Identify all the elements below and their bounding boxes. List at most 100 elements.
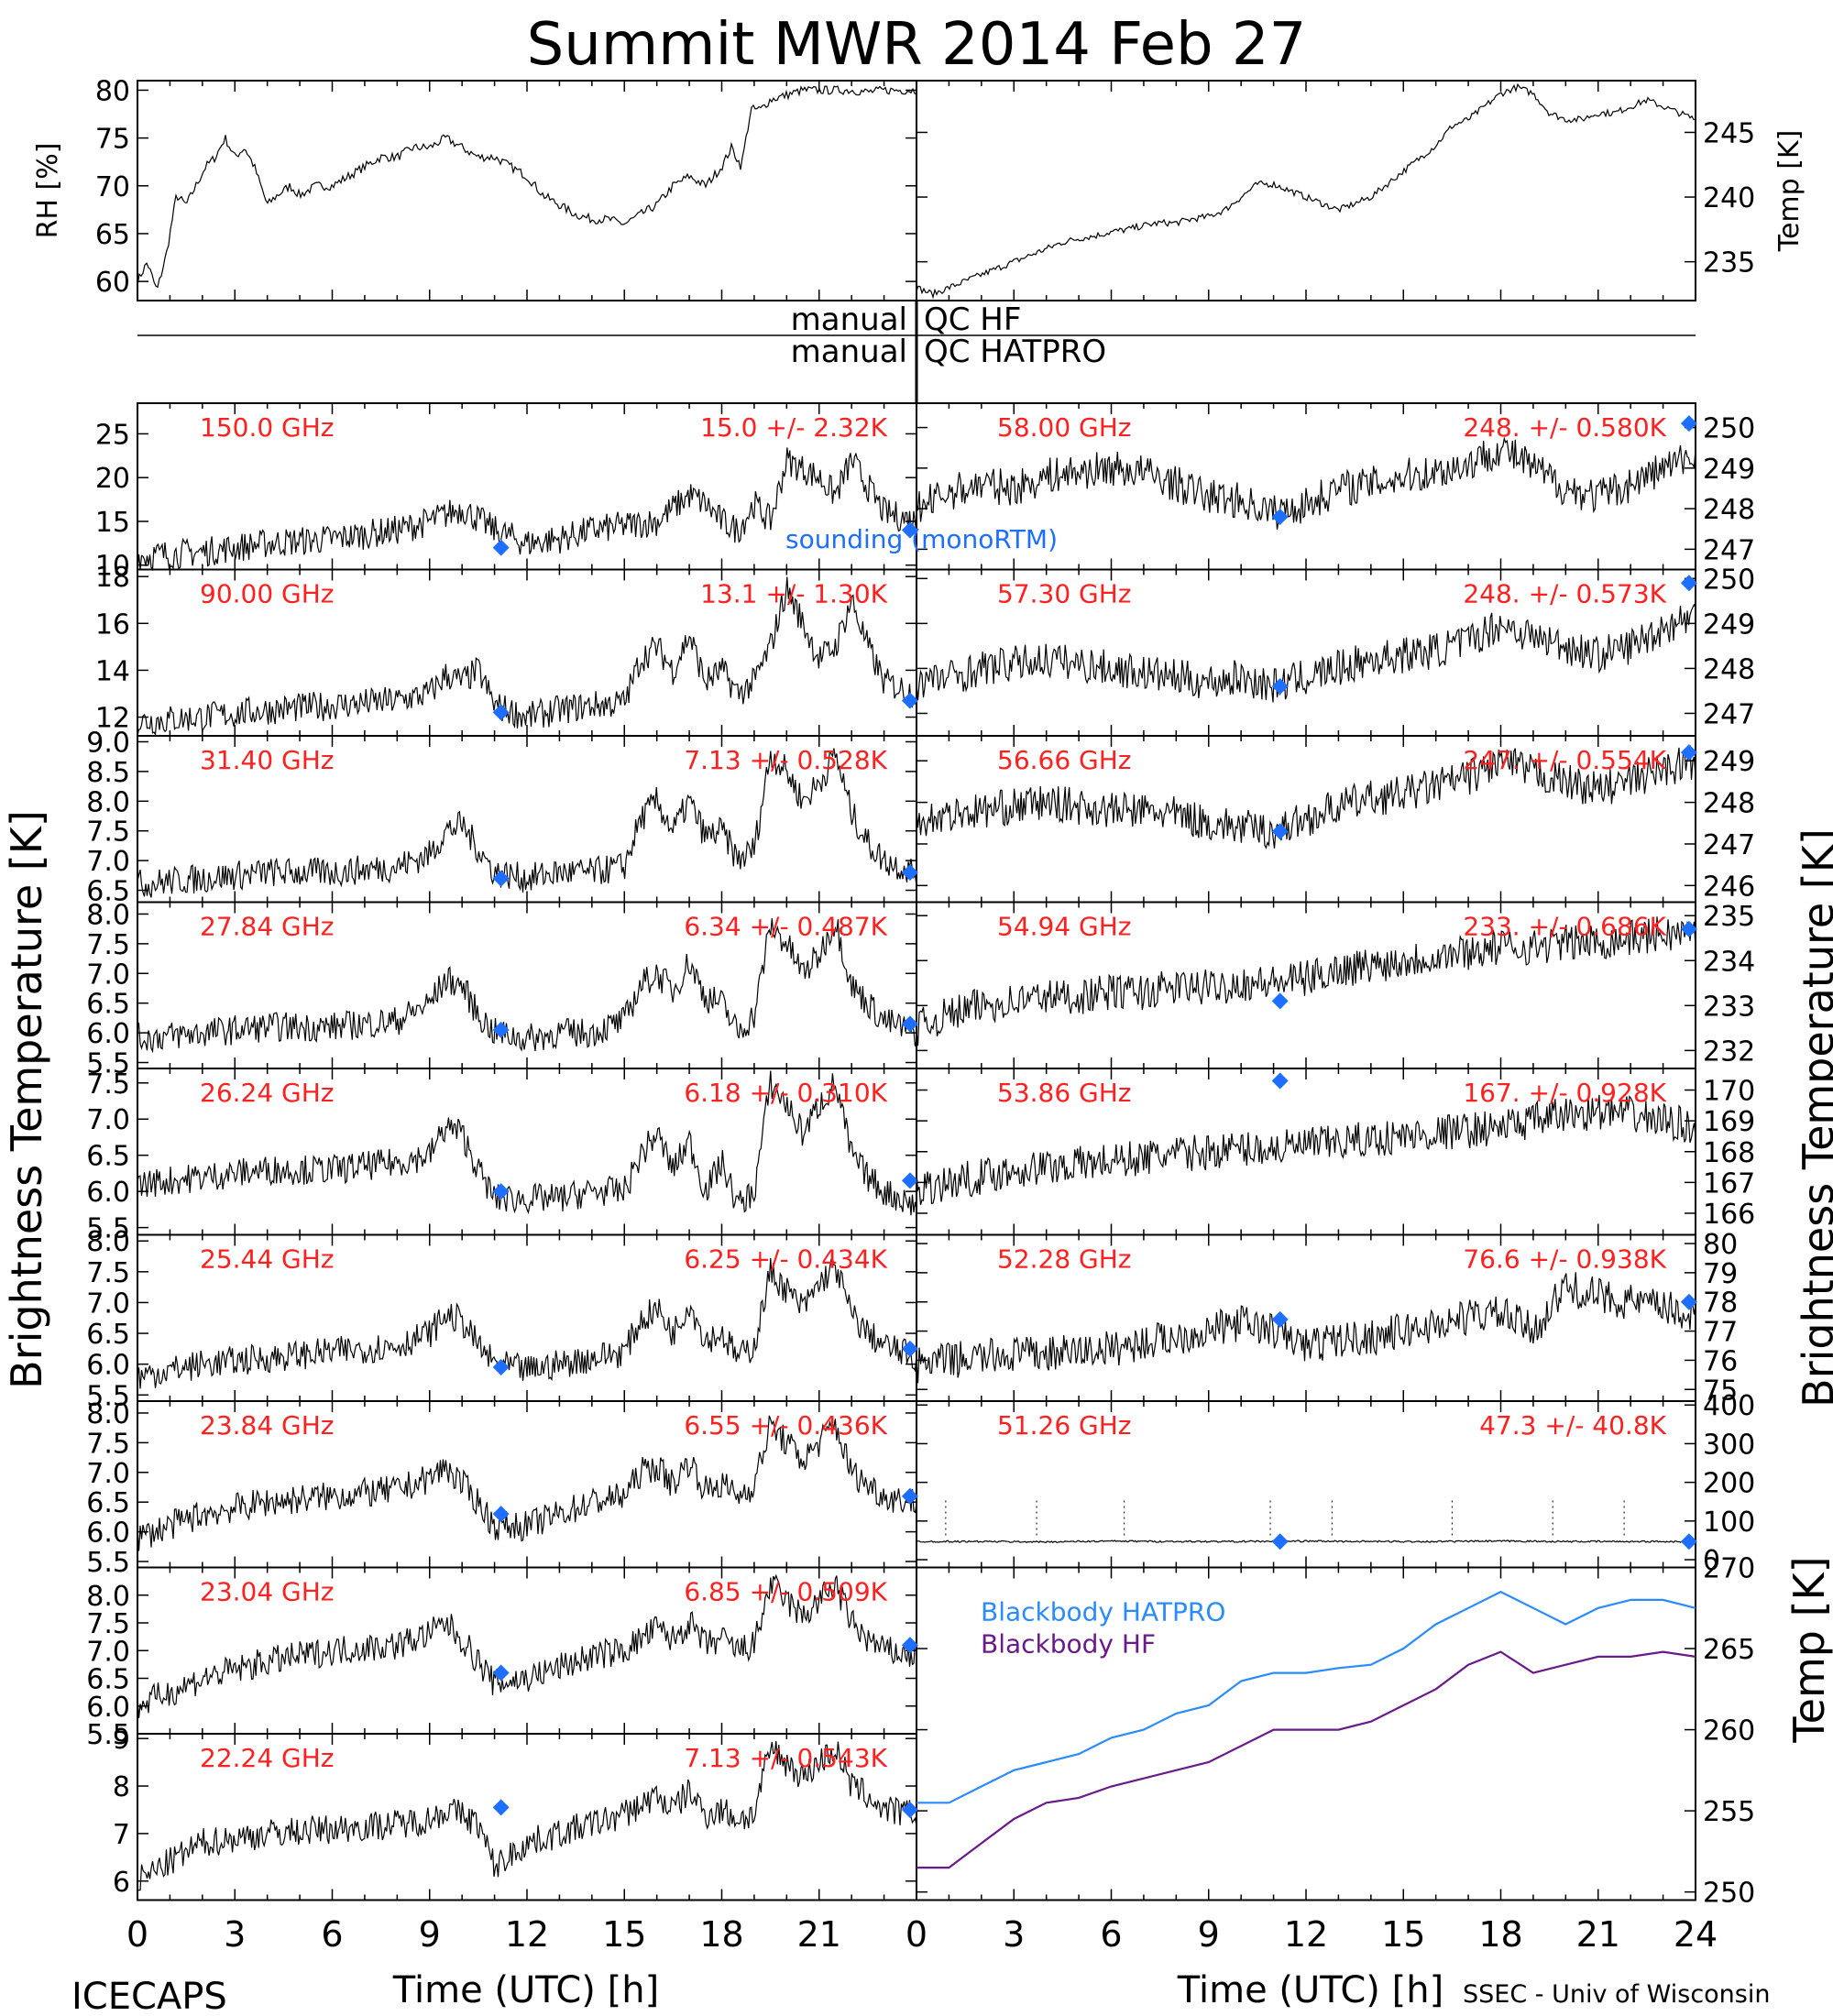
y-tick-label: 6.0: [86, 1177, 130, 1209]
stats-label: 13.1 +/- 1.30K: [700, 579, 887, 609]
stats-label: 47.3 +/- 40.8K: [1479, 1410, 1666, 1441]
y-tick-label: 260: [1703, 1715, 1755, 1748]
sounding-point: [1680, 575, 1697, 592]
y-tick-label: 248: [1703, 788, 1755, 820]
y-tick-label: 9.0: [86, 727, 130, 759]
y-tick-label: 248: [1703, 494, 1755, 526]
y-tick-label: 5.5: [86, 1547, 130, 1579]
stats-label: 6.18 +/- 0.310K: [684, 1078, 887, 1108]
y-tick-label: 249: [1703, 454, 1755, 486]
frequency-label: 27.84 GHz: [200, 912, 335, 942]
y-tick-label: 5.5: [86, 1213, 130, 1245]
rh-trace: [137, 85, 917, 289]
x-tick-label: 18: [699, 1914, 743, 1955]
y-tick-label: 250: [1703, 564, 1755, 596]
y-tick-label: 265: [1703, 1634, 1755, 1666]
y-tick-label: 6.0: [86, 1692, 130, 1724]
sounding-point: [901, 1487, 918, 1505]
y-tick-label: 168: [1703, 1137, 1755, 1169]
sounding-point: [901, 1801, 918, 1818]
hf-trace: [137, 1255, 917, 1389]
y-tick-label: 167: [1703, 1167, 1755, 1200]
y-tick-label: 170: [1703, 1076, 1755, 1108]
blackbody-series-line: [916, 1590, 1696, 1804]
y-tick-label: 246: [1703, 871, 1755, 903]
y-tick-label: 10: [95, 551, 130, 583]
y-tick-label: 7.0: [86, 1458, 130, 1490]
x-tick-label: 0: [906, 1914, 927, 1955]
x-tick-label: 9: [419, 1914, 441, 1955]
sounding-point: [901, 1015, 918, 1033]
hf-trace: [137, 1740, 917, 1892]
frequency-label: 26.24 GHz: [200, 1078, 335, 1108]
stats-label: 7.13 +/- 0.528K: [684, 745, 887, 775]
sounding-point: [492, 1506, 510, 1523]
sounding-point: [1271, 1533, 1289, 1550]
temp-trace: [916, 82, 1696, 300]
frequency-label: 25.44 GHz: [200, 1244, 335, 1275]
hatpro-trace: [916, 1539, 1696, 1544]
y-tick-label: 270: [1703, 1553, 1755, 1585]
y-tick-label: 16: [95, 608, 130, 641]
hatpro-trace: [916, 436, 1696, 530]
frequency-label: 53.86 GHz: [997, 1078, 1132, 1108]
y-tick-label: 70: [95, 171, 130, 203]
temp-panel-frame: [916, 80, 1696, 301]
y-tick-label: 6.0: [86, 1018, 130, 1050]
x-tick-label: 15: [602, 1914, 646, 1955]
footer-right: SSEC - Univ of Wisconsin: [1463, 1980, 1770, 2009]
y-tick-label: 79: [1703, 1258, 1738, 1290]
y-tick-label: 247: [1703, 829, 1755, 861]
hatpro-trace: [916, 916, 1696, 1046]
frequency-label: 54.94 GHz: [997, 912, 1132, 942]
sounding-point: [901, 1340, 918, 1357]
hatpro-trace: [916, 744, 1696, 849]
sounding-point: [901, 521, 918, 539]
sounding-point: [901, 1172, 918, 1189]
y-tick-label: 240: [1703, 182, 1755, 214]
y-tick-label: 7.5: [86, 1257, 130, 1289]
y-tick-label: 248: [1703, 653, 1755, 685]
sounding-point: [1271, 992, 1289, 1010]
axes-layer: [137, 80, 1696, 1901]
y-tick-label: 400: [1703, 1390, 1755, 1422]
y-tick-label: 8.0: [86, 1226, 130, 1258]
y-tick-label: 6.5: [86, 989, 130, 1021]
hf-trace: [137, 1415, 917, 1551]
x-tick-label: 12: [1284, 1914, 1328, 1955]
y-tick-label: 5.5: [86, 1719, 130, 1751]
y-tick-label: 169: [1703, 1106, 1755, 1138]
y-tick-label: 300: [1703, 1429, 1755, 1461]
frequency-label: 150.0 GHz: [200, 412, 335, 443]
x-tick-label: 9: [1198, 1914, 1220, 1955]
y-tick-label: 249: [1703, 608, 1755, 641]
sounding-point: [1271, 1310, 1289, 1328]
y-tick-label: 77: [1703, 1317, 1738, 1349]
x-tick-label: 3: [224, 1914, 246, 1955]
sounding-point: [901, 864, 918, 882]
y-tick-label: 6.5: [86, 876, 130, 908]
y-tick-label: 7.0: [86, 1287, 130, 1320]
sounding-point: [492, 539, 510, 556]
temp-axis-label: Temp [K]: [1773, 130, 1806, 253]
sounding-point: [1680, 744, 1697, 761]
hf-trace: [137, 748, 917, 898]
y-tick-label: 6.5: [86, 1664, 130, 1696]
frequency-label: 22.24 GHz: [200, 1743, 335, 1773]
x-tick-label: 3: [1003, 1914, 1025, 1955]
y-tick-label: 7.0: [86, 846, 130, 878]
sounding-point: [1271, 508, 1289, 525]
sounding-point: [1271, 1072, 1289, 1090]
y-tick-label: 25: [95, 419, 130, 451]
footer-left: ICECAPS: [71, 1976, 227, 2016]
sounding-point: [492, 1799, 510, 1816]
y-tick-label: 7.5: [86, 1068, 130, 1101]
frequency-label: 23.84 GHz: [200, 1410, 335, 1441]
qc-row1-right: QC HF: [924, 301, 1021, 338]
y-tick-label: 249: [1703, 746, 1755, 778]
x-tick-label: 12: [505, 1914, 549, 1955]
y-tick-label: 7.0: [86, 1636, 130, 1668]
qc-row2-left: manual: [791, 334, 907, 370]
